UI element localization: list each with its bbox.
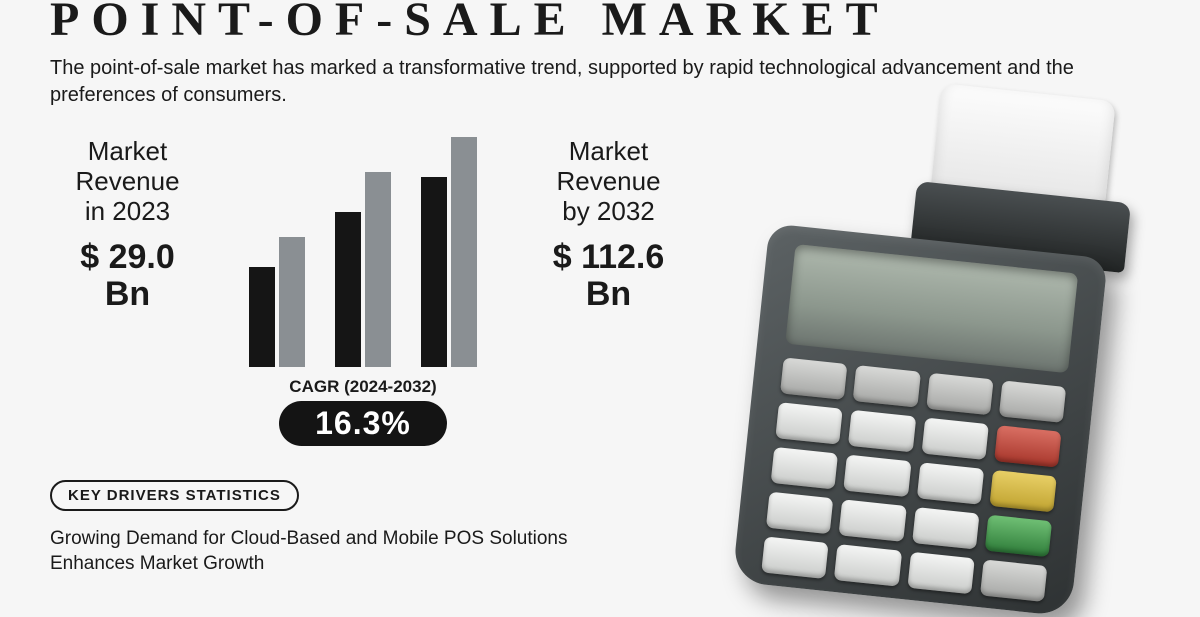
bar-dark — [335, 212, 361, 367]
bar-dark — [249, 267, 275, 367]
keypad-key — [843, 455, 911, 498]
bar-chart — [233, 137, 493, 367]
keypad-key — [916, 462, 984, 505]
bar-grey — [365, 172, 391, 367]
bar-pair — [249, 237, 305, 367]
section-key-drivers-pill: KEY DRIVERS STATISTICS — [50, 480, 299, 511]
metric-2032: Market Revenue by 2032 $ 112.6 Bn — [531, 137, 686, 313]
metric-2023-value: $ 29.0 Bn — [50, 239, 205, 314]
keypad-key — [907, 552, 975, 595]
bar-grey — [451, 137, 477, 367]
keypad-key — [994, 425, 1062, 468]
chart-block: CAGR (2024-2032) 16.3% — [223, 137, 503, 446]
bar-pair — [335, 172, 391, 367]
keypad-key — [921, 417, 989, 460]
page-title: POINT-OF-SALE MARKET — [50, 0, 1150, 47]
keypad-key — [771, 447, 839, 490]
keypad-key — [989, 470, 1057, 513]
keypad-key — [780, 357, 848, 400]
terminal-screen-icon — [785, 244, 1078, 373]
drivers-text: Growing Demand for Cloud-Based and Mobil… — [50, 527, 610, 576]
terminal-body-icon — [732, 223, 1108, 617]
keypad-key — [839, 499, 907, 542]
keypad-key — [980, 559, 1048, 602]
keypad-key — [853, 365, 921, 408]
keypad-key — [834, 544, 902, 587]
keypad-key — [926, 373, 994, 416]
keypad-key — [912, 507, 980, 550]
keypad-key — [999, 380, 1067, 423]
metric-2032-value: $ 112.6 Bn — [531, 239, 686, 314]
keypad-key — [984, 515, 1052, 558]
metric-2023: Market Revenue in 2023 $ 29.0 Bn — [50, 137, 205, 313]
terminal-keypad-icon — [761, 357, 1066, 602]
bar-dark — [421, 177, 447, 367]
cagr-pill: 16.3% — [279, 401, 447, 446]
cagr-label: CAGR (2024-2032) — [289, 377, 436, 397]
bar-grey — [279, 237, 305, 367]
keypad-key — [766, 492, 834, 535]
pos-terminal-image — [710, 112, 1140, 582]
keypad-key — [775, 402, 843, 445]
metric-2023-label: Market Revenue in 2023 — [50, 137, 205, 227]
keypad-key — [761, 536, 829, 579]
keypad-key — [848, 410, 916, 453]
metric-2032-label: Market Revenue by 2032 — [531, 137, 686, 227]
bar-pair — [421, 137, 477, 367]
